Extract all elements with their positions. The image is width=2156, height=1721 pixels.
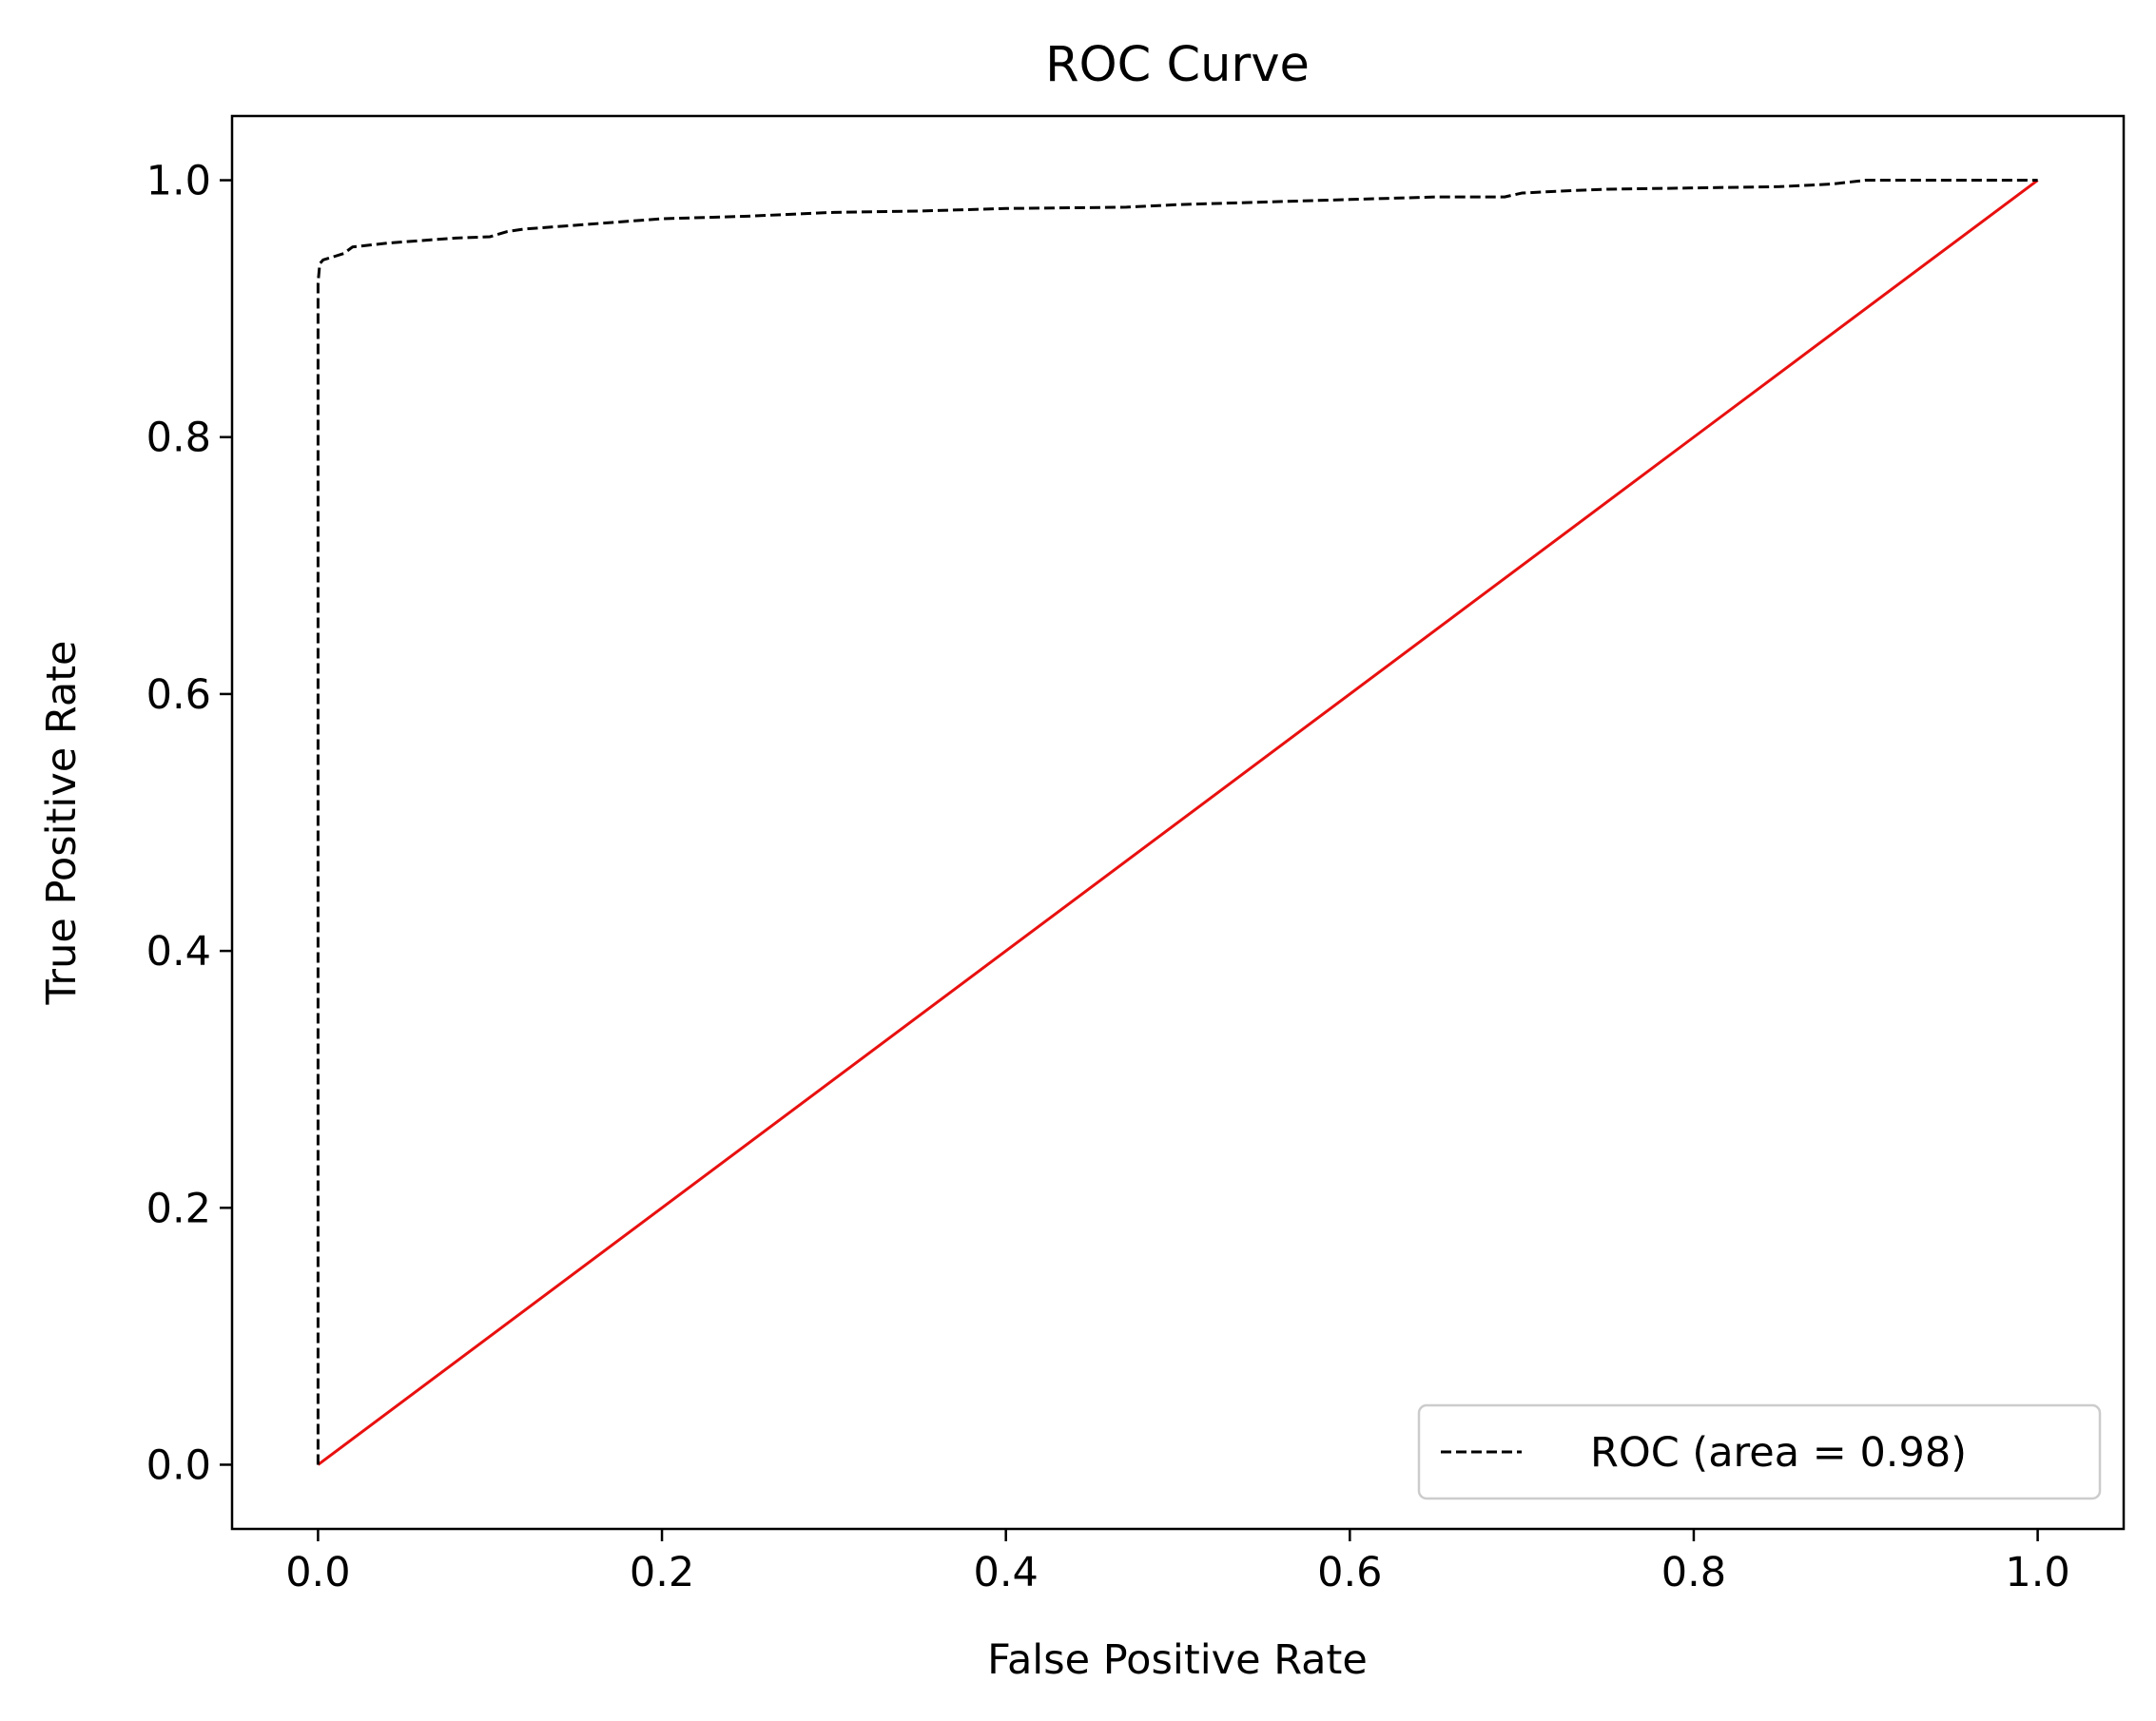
legend-box xyxy=(1417,1403,2102,1500)
x-tick-label: 0.6 xyxy=(1317,1549,1382,1596)
y-tick-label: 0.6 xyxy=(146,671,211,719)
x-tick-label: 0.8 xyxy=(1661,1549,1726,1596)
chart-title: ROC Curve xyxy=(1045,37,1310,93)
x-tick-label: 0.2 xyxy=(630,1549,694,1596)
y-tick-label: 1.0 xyxy=(146,158,211,205)
legend-label-roc: ROC (area = 0.98) xyxy=(1590,1429,1967,1477)
y-tick-label: 0.8 xyxy=(146,415,211,462)
y-tick-label: 0.4 xyxy=(146,928,211,976)
plot-area xyxy=(230,114,2126,1531)
chance-diagonal-line xyxy=(317,179,2039,1466)
y-tick-label: 0.0 xyxy=(146,1441,211,1489)
roc-curve-line xyxy=(316,179,2038,1465)
x-axis: 0.0 0.2 0.4 0.6 0.8 1.0 xyxy=(285,1529,2070,1596)
plot-frame xyxy=(230,114,2126,1531)
y-tick-label: 0.2 xyxy=(146,1185,211,1232)
x-axis-label: False Positive Rate xyxy=(987,1636,1368,1684)
legend: ROC (area = 0.98) xyxy=(1417,1403,2102,1500)
series-layer xyxy=(316,179,2039,1466)
x-tick-label: 1.0 xyxy=(2005,1549,2069,1596)
y-axis-label: True Positive Rate xyxy=(38,640,86,1005)
x-tick-label: 0.4 xyxy=(973,1549,1038,1596)
y-axis: 0.0 0.2 0.4 0.6 0.8 1.0 xyxy=(146,158,232,1489)
x-tick-label: 0.0 xyxy=(285,1549,350,1596)
